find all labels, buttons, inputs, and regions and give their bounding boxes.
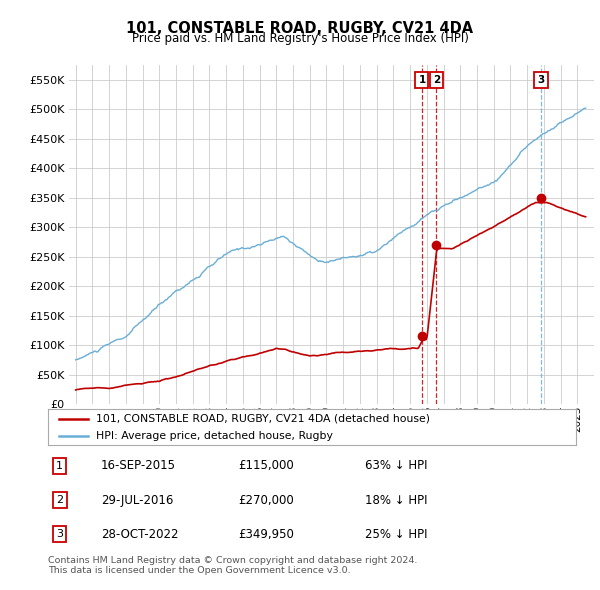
- Text: 3: 3: [538, 75, 545, 85]
- Text: 18% ↓ HPI: 18% ↓ HPI: [365, 493, 427, 507]
- Text: £349,950: £349,950: [238, 527, 294, 540]
- Text: 101, CONSTABLE ROAD, RUGBY, CV21 4DA (detached house): 101, CONSTABLE ROAD, RUGBY, CV21 4DA (de…: [95, 414, 430, 424]
- Text: HPI: Average price, detached house, Rugby: HPI: Average price, detached house, Rugb…: [95, 431, 332, 441]
- Text: Price paid vs. HM Land Registry's House Price Index (HPI): Price paid vs. HM Land Registry's House …: [131, 32, 469, 45]
- Text: 1: 1: [56, 461, 63, 471]
- Text: Contains HM Land Registry data © Crown copyright and database right 2024.: Contains HM Land Registry data © Crown c…: [48, 556, 418, 565]
- Text: 3: 3: [56, 529, 63, 539]
- Text: 1: 1: [418, 75, 425, 85]
- Text: This data is licensed under the Open Government Licence v3.0.: This data is licensed under the Open Gov…: [48, 566, 350, 575]
- Text: £270,000: £270,000: [238, 493, 294, 507]
- Text: 25% ↓ HPI: 25% ↓ HPI: [365, 527, 427, 540]
- Text: 28-OCT-2022: 28-OCT-2022: [101, 527, 178, 540]
- Text: £115,000: £115,000: [238, 460, 294, 473]
- Text: 2: 2: [56, 495, 63, 505]
- Text: 101, CONSTABLE ROAD, RUGBY, CV21 4DA: 101, CONSTABLE ROAD, RUGBY, CV21 4DA: [127, 21, 473, 35]
- Text: 63% ↓ HPI: 63% ↓ HPI: [365, 460, 427, 473]
- Text: 16-SEP-2015: 16-SEP-2015: [101, 460, 176, 473]
- Text: 2: 2: [433, 75, 440, 85]
- Text: 29-JUL-2016: 29-JUL-2016: [101, 493, 173, 507]
